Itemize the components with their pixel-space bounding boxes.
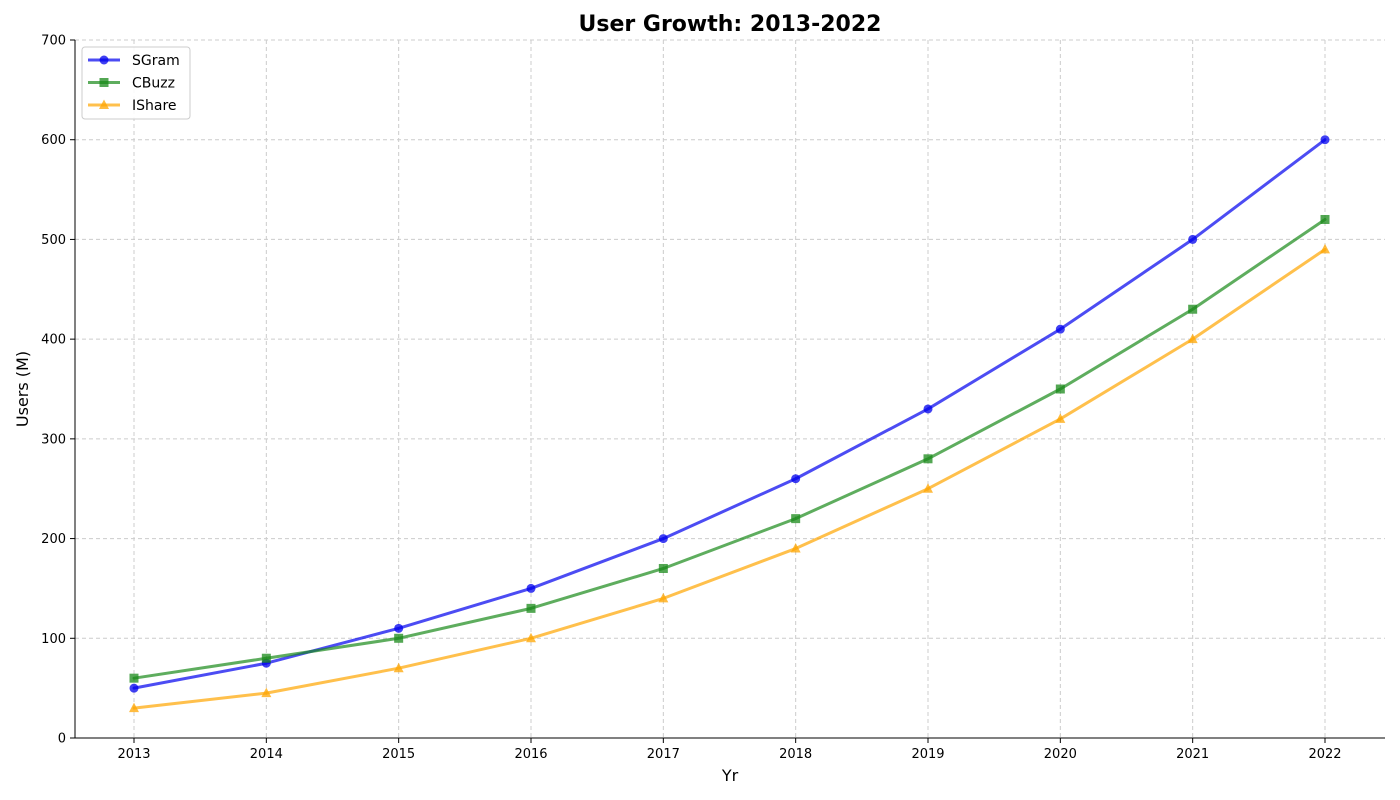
axes-layer: [74, 40, 1385, 739]
data-point-ishare: [1055, 413, 1066, 423]
y-tick-label: 700: [41, 34, 66, 49]
legend-box: [81, 46, 191, 120]
legend-label: IShare: [132, 98, 177, 114]
data-point-cbuzz: [1320, 214, 1330, 224]
data-point-ishare: [923, 483, 933, 493]
data-point-ishare: [658, 592, 669, 603]
y-tick-label: 100: [41, 632, 66, 647]
y-tick-label: 600: [41, 133, 66, 148]
data-point-sgram: [1188, 234, 1198, 244]
series-line-ishare: [132, 247, 1327, 710]
legend-label: CBuzz: [132, 76, 175, 92]
data-point-ishare: [526, 632, 536, 643]
data-point-ishare: [261, 687, 272, 698]
legend-item-ishare: IShare: [88, 98, 177, 114]
data-point-sgram: [526, 583, 536, 593]
x-tick-label: 2016: [514, 747, 547, 762]
data-point-ishare: [790, 543, 801, 553]
legend-label: SGram: [132, 53, 180, 69]
y-tick-label: 400: [41, 333, 66, 348]
data-point-cbuzz: [791, 514, 801, 524]
data-point-cbuzz: [394, 633, 404, 643]
legend-item-cbuzz: CBuzz: [88, 76, 175, 92]
legend-marker: [99, 55, 109, 65]
y-tick-label: 500: [41, 233, 66, 248]
y-tick-label: 300: [41, 432, 66, 447]
data-point-ishare: [393, 662, 404, 673]
y-tick-label: 0: [58, 732, 66, 747]
data-point-sgram: [923, 404, 933, 414]
data-point-sgram: [129, 683, 139, 693]
ticks-layer: 0 100 200 300 400 500 600 700 2013 2014 2015 2016 20…: [41, 34, 1341, 763]
data-point-cbuzz: [1188, 304, 1198, 314]
legend: SGram CBuzz IShare: [81, 46, 191, 120]
data-point-cbuzz: [923, 454, 933, 464]
data-point-cbuzz: [129, 673, 139, 683]
chart-title: User Growth: 2013-2022: [579, 12, 882, 37]
data-point-ishare: [129, 702, 139, 713]
y-axis-title: Users (M): [13, 351, 32, 427]
data-point-sgram: [791, 474, 801, 484]
series-ishare: [129, 243, 1330, 713]
series-line-cbuzz: [132, 217, 1327, 680]
y-tick-label: 200: [41, 532, 66, 547]
series-line-sgram: [132, 138, 1327, 690]
x-tick-label: 2018: [779, 747, 812, 762]
data-point-cbuzz: [1055, 384, 1065, 394]
x-tick-label: 2014: [250, 747, 283, 762]
series-layer: [129, 135, 1330, 713]
x-tick-label: 2022: [1308, 747, 1341, 762]
data-point-sgram: [394, 623, 404, 633]
grid-layer: [75, 39, 1385, 739]
x-tick-label: 2013: [117, 747, 150, 762]
legend-marker: [99, 78, 109, 87]
data-point-ishare: [1320, 243, 1330, 254]
series-cbuzz: [129, 214, 1330, 683]
x-tick-label: 2020: [1044, 747, 1077, 762]
data-point-cbuzz: [658, 563, 668, 573]
legend-marker: [99, 99, 109, 109]
x-tick-label: 2015: [382, 747, 415, 762]
legend-item-sgram: SGram: [88, 53, 180, 69]
data-point-sgram: [658, 534, 668, 544]
x-tick-label: 2017: [647, 747, 680, 762]
data-point-sgram: [1320, 135, 1330, 145]
x-tick-label: 2019: [911, 747, 944, 762]
data-point-ishare: [1187, 333, 1198, 344]
data-point-sgram: [1055, 324, 1065, 334]
x-tick-label: 2021: [1176, 747, 1209, 762]
data-point-cbuzz: [261, 653, 271, 663]
x-axis-title: Yr: [721, 766, 739, 785]
data-point-cbuzz: [526, 603, 536, 613]
series-sgram: [129, 135, 1330, 693]
